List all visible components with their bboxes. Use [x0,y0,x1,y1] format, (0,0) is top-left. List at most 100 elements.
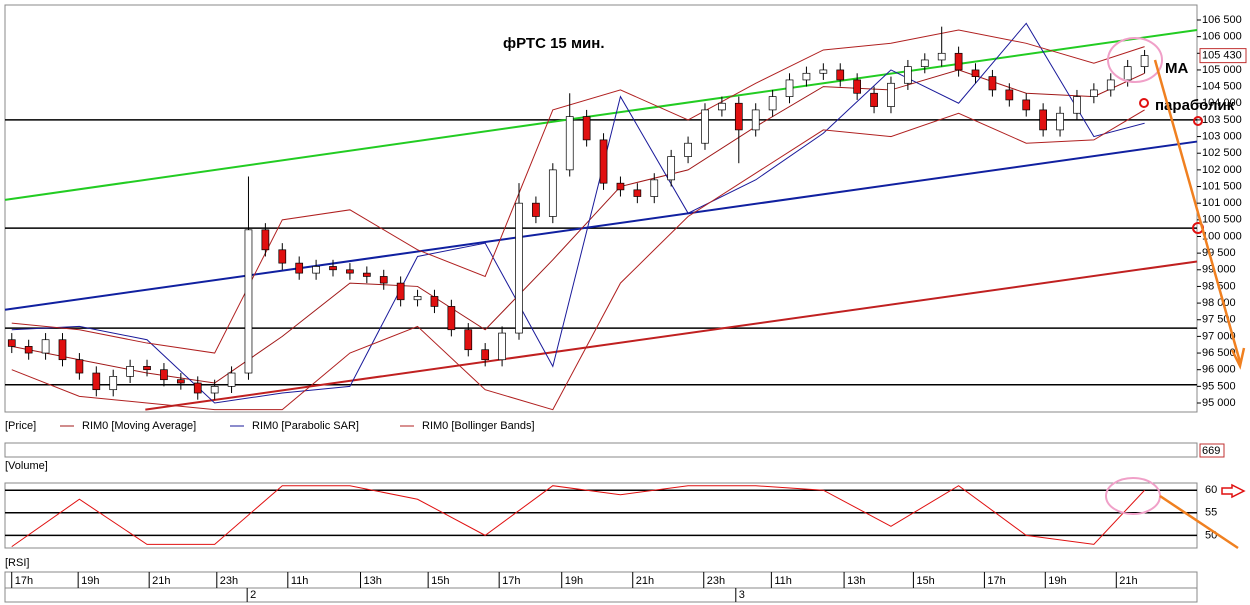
candle-body [261,229,270,251]
candle-body [565,116,574,171]
candle-body [210,386,219,394]
candle-body [1123,66,1132,81]
y-tick-label: 104 500 [1202,81,1242,93]
x-tick-label: 21h [1119,575,1137,587]
candle-body [667,156,676,181]
trend-line [145,260,1198,411]
candle-body [887,82,895,107]
candle-body [819,69,828,74]
candle-body [447,306,456,331]
arrow [1159,494,1239,550]
candle-body [1039,109,1047,131]
y-tick-label: 104 000 [1202,97,1242,109]
candle-body [616,182,625,191]
y-tick-label: 106 000 [1202,31,1242,43]
chart-title: фРТС 15 мин. [503,35,605,52]
candle-body [785,79,794,97]
candle-body [734,102,743,131]
x-tick-label: 17h [502,575,520,587]
price-panel [4,4,1198,413]
indicator-line [11,109,1145,411]
candle-body [109,376,118,391]
candle-body [498,332,506,361]
y-tick-label: 101 500 [1202,180,1242,192]
candle-body [904,66,912,84]
candle-body [126,366,134,377]
candle-body [413,296,422,301]
x-tick-label: 13h [847,575,865,587]
layer: 95 000 95 500 96 000 96 500 97 000 97 500 98 0… [4,14,1247,602]
candle-body [24,346,33,354]
candle-body [346,269,354,274]
y-tick-label: 97 500 [1202,314,1236,326]
candle-body [971,69,980,77]
candle-body [718,102,726,111]
y-tick-label: 95 000 [1202,397,1236,409]
x-tick-label: 19h [1048,575,1066,587]
y-tick-label: 101 000 [1202,197,1242,209]
candle-body [193,382,202,394]
panel-label: [RSI] [5,557,29,569]
arrow-head [1230,347,1246,370]
candle-body [312,266,320,274]
x-tick-label: 19h [81,575,99,587]
candle-body [430,296,439,307]
time-axis [4,571,1198,589]
candle-body [143,366,151,371]
y-tick-label: 102 000 [1202,164,1242,176]
candle-body [532,202,540,217]
rsi-tick-label: 55 [1205,507,1217,519]
volume-tag-label: 669 [1202,445,1220,457]
sar-marker [1139,98,1149,108]
candle-body [396,282,405,301]
candle-body [684,142,692,157]
candle-body [1140,55,1149,67]
volume-tag [1199,443,1225,458]
candle-body [295,262,304,274]
x-tick-label: 15h [431,575,449,587]
candle-body [515,202,523,334]
arrow-icon [1221,483,1246,499]
candle-body [768,96,777,111]
candle-body [41,339,50,354]
x-tick-label: 23h [220,575,238,587]
indicator-line [11,22,1145,404]
candle-body [176,379,185,384]
candle-body [548,169,557,217]
legend-entry: RIM0 [Parabolic SAR] [252,420,359,432]
y-tick-label: 100 500 [1202,214,1242,226]
day-axis [4,587,1198,603]
candle-body [58,339,67,361]
y-tick-label: 103 500 [1202,114,1242,126]
candle-body [650,179,659,197]
candle-body [937,52,946,61]
x-tick-label: 21h [636,575,654,587]
x-tick-label: 11h [291,575,309,587]
x-tick-label: 23h [707,575,725,587]
day-tick-label: 2 [250,589,256,601]
y-tick-label: 106 500 [1202,14,1242,26]
arrow [1153,59,1242,363]
legend-entry: RIM0 [Bollinger Bands] [422,420,535,432]
x-tick-label: 11h [774,575,792,587]
annotation: MA [1165,60,1188,77]
indicator-line [11,29,1145,354]
rsi-tick-label: 60 [1205,484,1217,496]
candle-body [481,349,490,361]
candle-body [1090,89,1098,97]
candle-body [836,69,845,81]
y-tick-label: 103 000 [1202,130,1242,142]
volume-panel [4,442,1198,458]
candle-body [954,52,963,71]
y-tick-label: 96 000 [1202,364,1236,376]
x-tick-label: 21h [152,575,170,587]
candle-body [160,369,168,381]
candle-body [227,372,236,387]
candle-body [1022,99,1031,111]
y-tick-label: 96 500 [1202,347,1236,359]
highlight [1107,37,1163,83]
candle-body [853,79,862,94]
legend-entry: RIM0 [Moving Average] [82,420,196,432]
candle-body [988,76,997,91]
